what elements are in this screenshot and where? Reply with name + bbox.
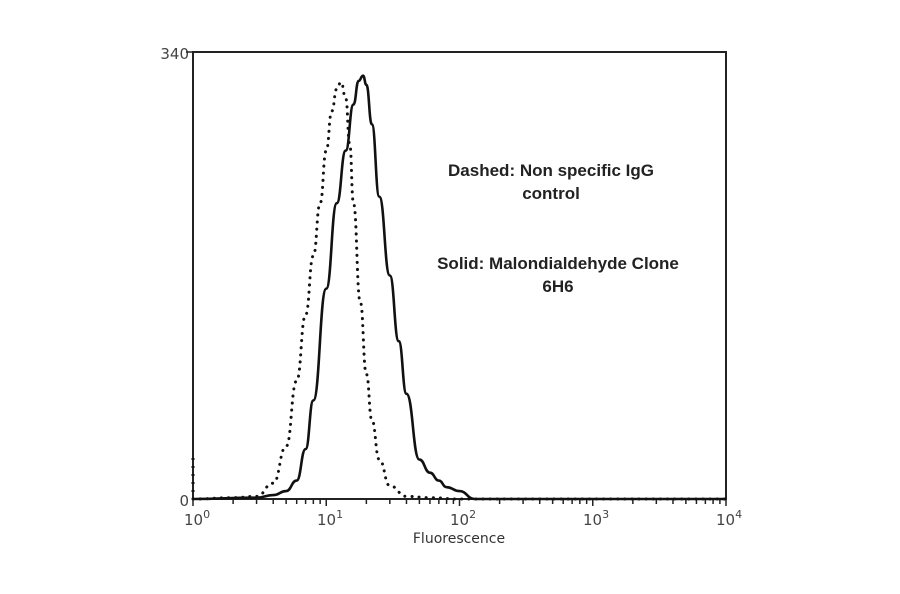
y-tick-min: 0 [179,492,189,510]
x-tick-label-2: 102 [450,508,476,529]
x-tick-labels: 100 101 102 103 104 [184,508,742,529]
x-tick-label-1: 101 [317,508,343,529]
plot-frame [192,51,727,500]
annotation-solid-line2: 6H6 [542,277,573,296]
solid-series-line [192,74,726,501]
x-tick-label-3: 103 [583,508,609,529]
annotation-solid-line1: Solid: Malondialdehyde Clone [437,254,679,273]
x-axis-ticks [192,499,727,506]
x-axis-title: Fluorescence [413,531,505,547]
x-tick-label-4: 104 [716,508,742,529]
x-tick-label-0: 100 [184,508,210,529]
dashed-series-line [191,80,728,501]
y-tick-max: 340 [160,45,189,63]
annotation-dashed-line2: control [522,184,580,203]
annotation-dashed-line1: Dashed: Non specific IgG [448,161,654,180]
